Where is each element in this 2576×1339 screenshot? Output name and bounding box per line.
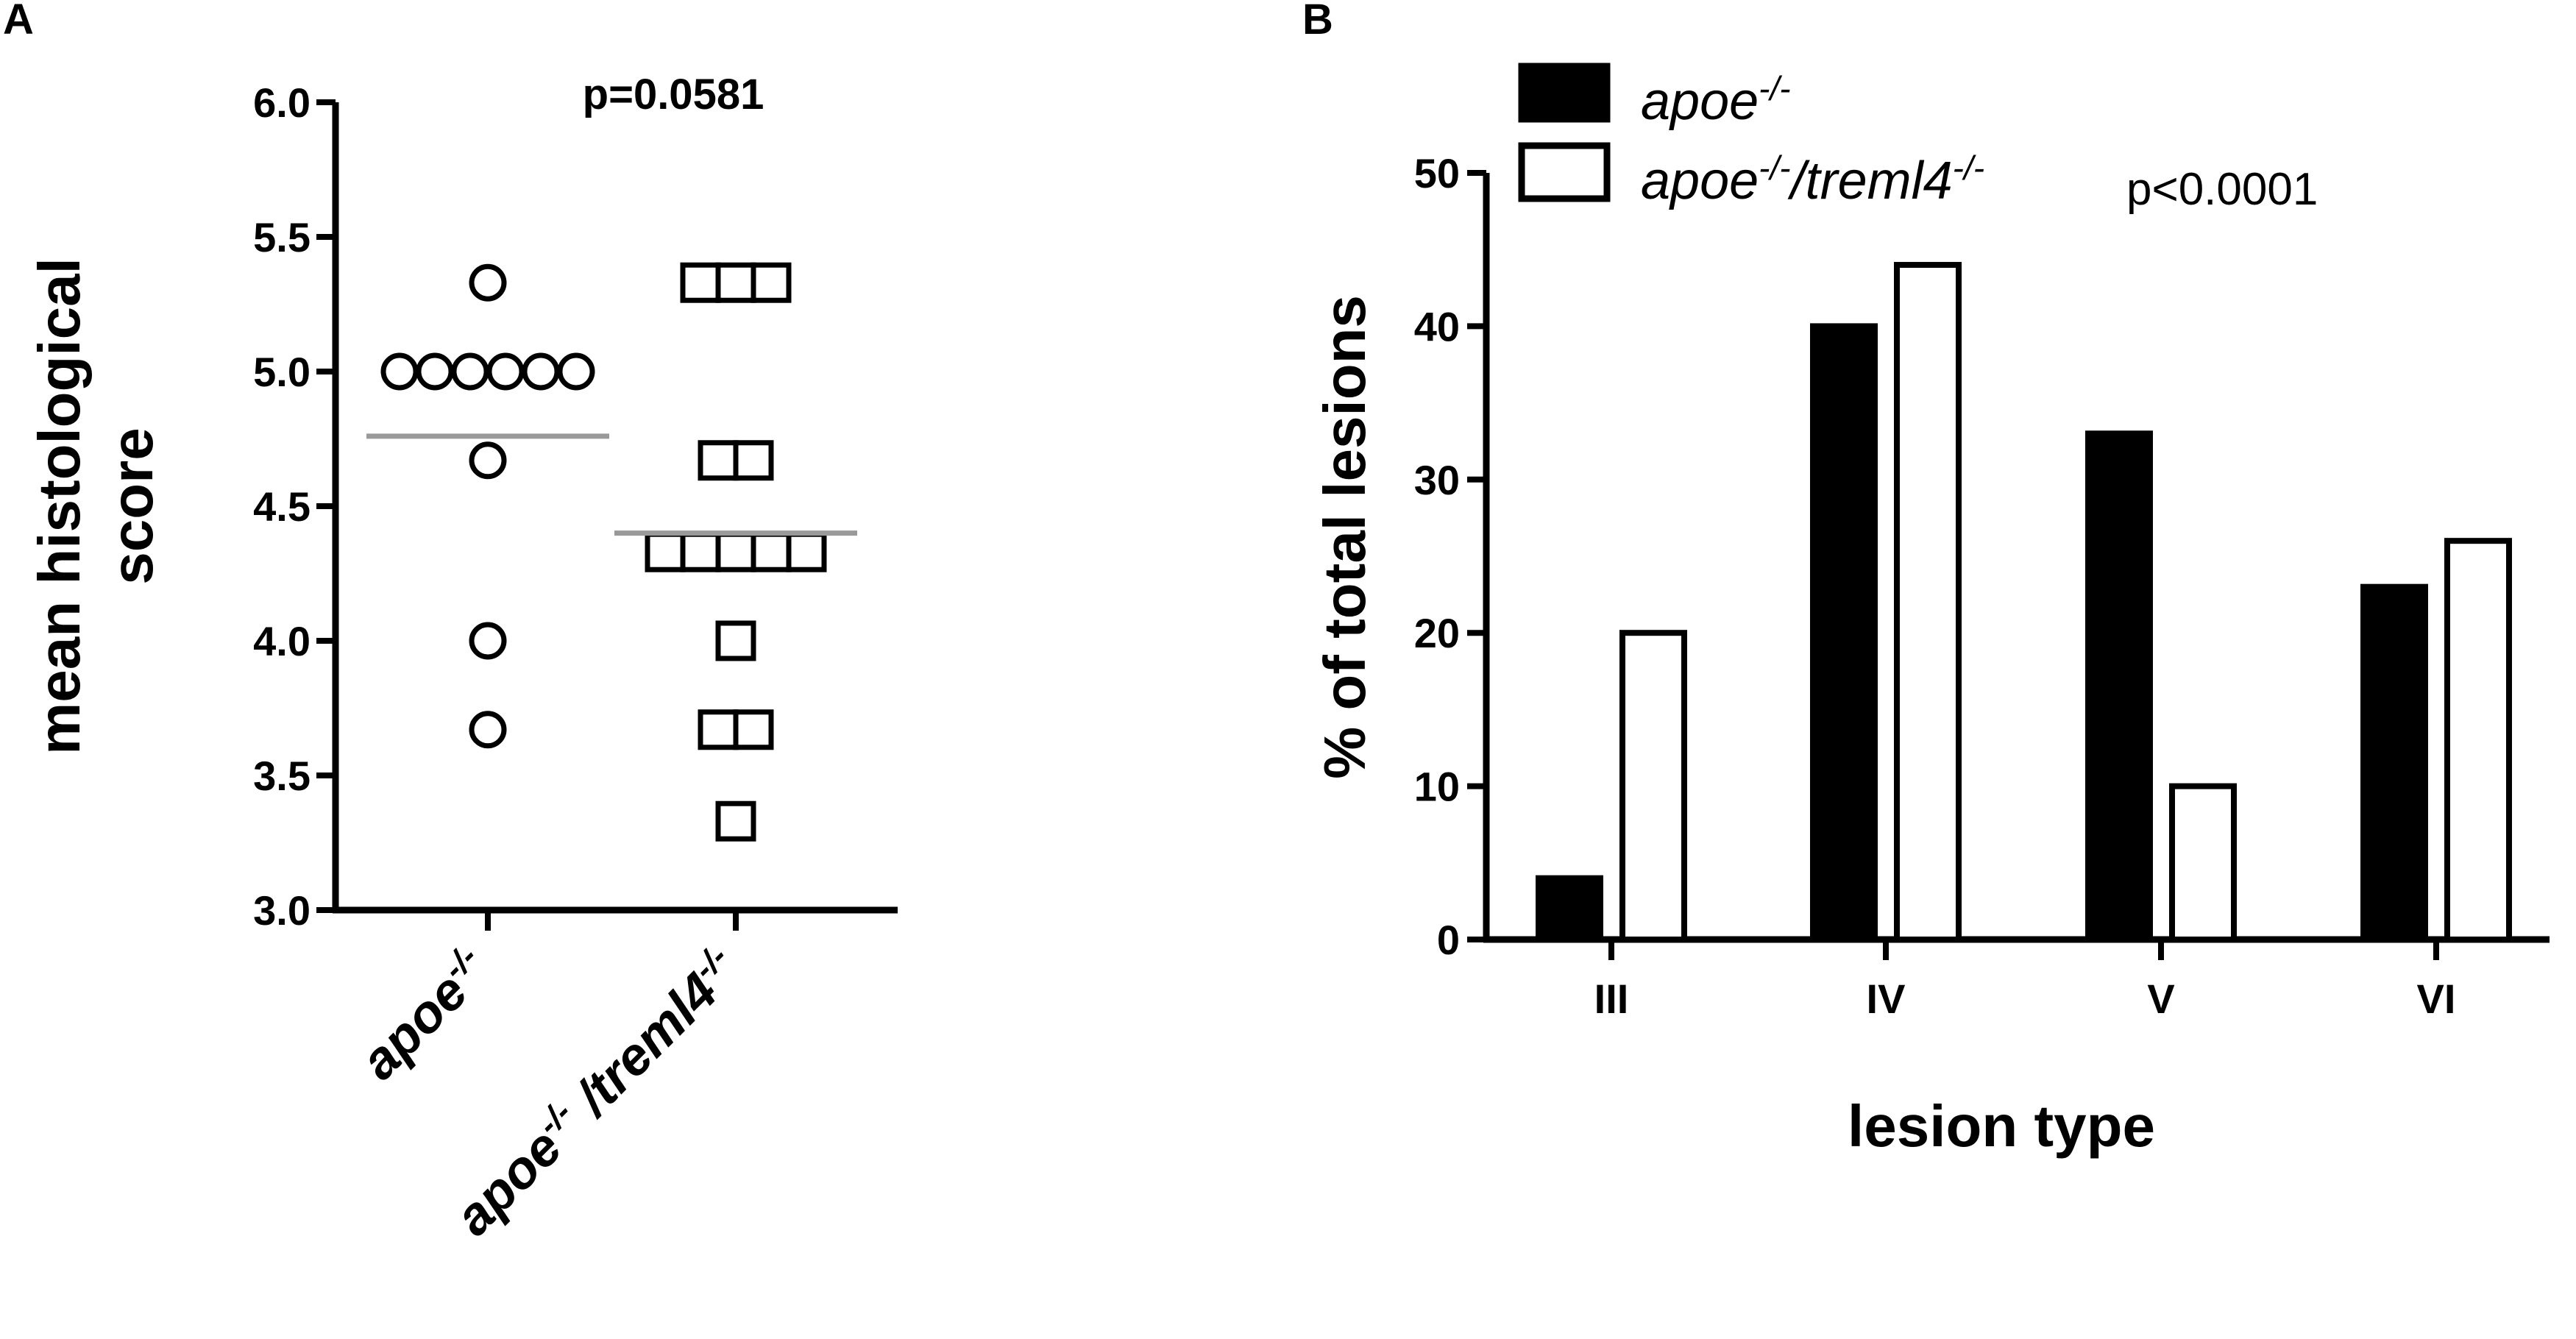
- panel-a: A p=0.0581 mean histological score 3.03.…: [3, 0, 898, 1247]
- panel-b-x-tick-label: V: [2147, 976, 2174, 1022]
- panel-a-point-square: [715, 262, 756, 303]
- panel-a-point-circle: [469, 441, 507, 480]
- panel-b-y-tick-label: 30: [1414, 457, 1460, 503]
- panel-b-bar-apoe-treml4: [2169, 783, 2237, 942]
- panel-b-bar-apoe: [1536, 875, 1603, 943]
- legend-label-apoe-treml4: apoe-/-/treml4-/-: [1641, 149, 1984, 210]
- panel-b-bar-apoe: [2360, 583, 2428, 942]
- panel-a-point-square: [715, 531, 756, 572]
- panel-b-y-ticks: 0 10 20 30 40 50: [1414, 150, 1486, 963]
- panel-b-bar-apoe: [1810, 323, 1878, 942]
- panel-a-y-ticks: 3.0 3.5 4.0 4.5 5.0 5.5 6.0: [253, 79, 336, 934]
- panel-b-y-tick-label: 40: [1414, 303, 1460, 349]
- panel-a-point-square: [645, 531, 686, 572]
- panel-a-x-ticks: [485, 910, 739, 931]
- panel-a-y-tick-label: 4.5: [253, 483, 311, 530]
- panel-b-y-tick-label: 50: [1414, 150, 1460, 196]
- panel-a-point-square: [733, 440, 774, 481]
- panel-b-x-axis-title: lesion type: [1848, 1093, 2155, 1159]
- panel-b-y-axis-title: % of total lesions: [1312, 295, 1377, 779]
- panel-a-point-square: [680, 531, 721, 572]
- panel-a-point-circle: [522, 352, 560, 391]
- panel-a-point-circle: [557, 352, 595, 391]
- panel-a-x-label-apoe: apoe-/-: [347, 937, 501, 1091]
- panel-a-mean-lines: [366, 433, 857, 536]
- panel-a-point-circle: [469, 711, 507, 749]
- panel-b-bar-apoe-treml4: [1619, 630, 1687, 942]
- panel-a-y-axis-title-line1: mean histological: [26, 258, 92, 755]
- panel-a-y-tick-label: 3.5: [253, 753, 311, 799]
- panel-a-y-tick-label: 3.0: [253, 887, 311, 934]
- panel-a-points: [380, 262, 827, 842]
- panel-b-bar-apoe-treml4: [1894, 262, 1962, 943]
- panel-a-point-square: [751, 531, 792, 572]
- legend-label-apoe: apoe-/-: [1641, 69, 1791, 131]
- panel-a-point-square: [733, 709, 774, 750]
- panel-a-point-circle: [469, 263, 507, 302]
- panel-b-y-tick-label: 0: [1437, 917, 1460, 963]
- panel-a-point-square: [680, 262, 721, 303]
- panel-b-bar-apoe-treml4: [2444, 538, 2512, 942]
- panel-b-bars: [1536, 262, 2512, 943]
- panel-a-point-circle: [486, 352, 525, 391]
- panel-b-p-value: p<0.0001: [2126, 164, 2318, 215]
- panel-b-x-tick-label: IV: [1867, 976, 1906, 1022]
- panel-a-point-square: [715, 620, 756, 661]
- panel-b-legend: apoe-/- apoe-/-/treml4-/-: [1518, 63, 1984, 210]
- panel-a-p-value: p=0.0581: [583, 71, 764, 118]
- panel-b-bar-apoe: [2085, 430, 2153, 942]
- panel-a-point-square: [698, 709, 739, 750]
- panel-a-point-square: [698, 440, 739, 481]
- panel-a-point-square: [786, 531, 827, 572]
- panel-b-letter: B: [1302, 0, 1333, 43]
- panel-a-point-square: [751, 262, 792, 303]
- panel-a-y-tick-label: 5.0: [253, 349, 311, 395]
- panel-a-point-circle: [380, 352, 419, 391]
- panel-b-y-tick-label: 20: [1414, 610, 1460, 656]
- panel-a-y-tick-label: 4.0: [253, 618, 311, 664]
- legend-swatch-apoe: [1518, 63, 1611, 123]
- panel-a-point-square: [715, 800, 756, 842]
- panel-a-point-circle: [451, 352, 489, 391]
- panel-b-x-tick-label: III: [1594, 976, 1629, 1022]
- panel-b-y-tick-label: 10: [1414, 764, 1460, 810]
- panel-a-y-tick-label: 5.5: [253, 214, 311, 260]
- panel-a-y-axis-title-line2: score: [99, 427, 165, 584]
- panel-b-x-tick-label: VI: [2417, 976, 2456, 1022]
- panel-a-letter: A: [3, 0, 34, 43]
- panel-a-x-label-apoe-treml4: apoe-/- /treml4-/-: [442, 937, 752, 1247]
- panel-a-y-tick-label: 6.0: [253, 79, 311, 126]
- panel-a-point-circle: [469, 622, 507, 660]
- panel-b-x-ticks: III IV V VI: [1594, 940, 2456, 1022]
- legend-swatch-apoe-treml4: [1518, 142, 1611, 202]
- panel-b: B p<0.0001 % of total lesions lesion typ…: [1302, 0, 2550, 1159]
- panel-a-point-circle: [416, 352, 454, 391]
